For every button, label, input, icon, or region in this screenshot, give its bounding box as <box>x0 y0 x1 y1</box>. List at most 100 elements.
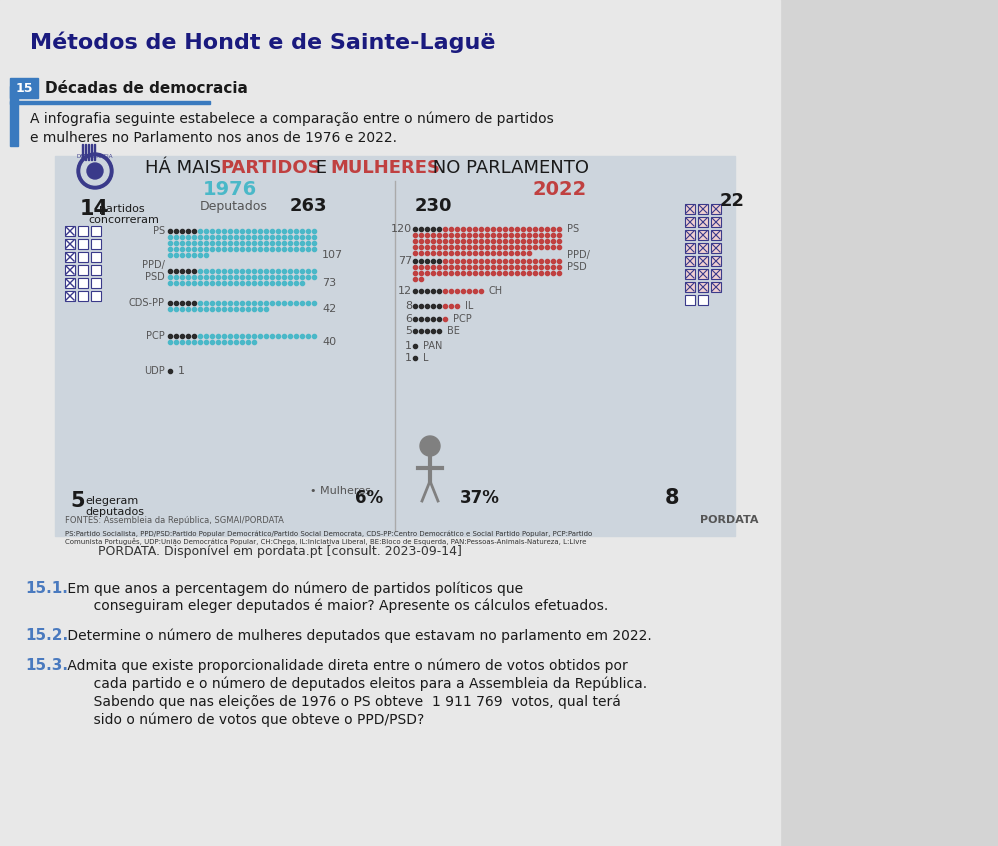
Text: A infografia seguinte estabelece a comparação entre o número de partidos
e mulhe: A infografia seguinte estabelece a compa… <box>30 111 554 145</box>
Bar <box>94 144 96 160</box>
Bar <box>65 226 75 236</box>
Text: 8: 8 <box>405 301 412 311</box>
Bar <box>685 256 695 266</box>
Text: 120: 120 <box>391 224 412 234</box>
Text: concorreram: concorreram <box>88 215 159 225</box>
Text: UDP: UDP <box>145 366 165 376</box>
Bar <box>698 256 708 266</box>
Bar <box>685 243 695 253</box>
Bar <box>91 265 101 275</box>
Text: PS: PS <box>153 226 165 236</box>
Text: 42: 42 <box>322 304 336 314</box>
Text: 73: 73 <box>322 278 336 288</box>
Text: CH: CH <box>489 286 503 296</box>
Bar <box>711 243 721 253</box>
Bar <box>685 204 695 214</box>
Circle shape <box>81 157 109 185</box>
Text: 15.1.: 15.1. <box>25 581 68 596</box>
Text: 77: 77 <box>398 256 412 266</box>
Bar <box>78 226 88 236</box>
Text: 15: 15 <box>15 81 33 95</box>
Text: Décadas de democracia: Décadas de democracia <box>45 80 248 96</box>
Text: 230: 230 <box>415 197 452 215</box>
Bar <box>82 144 84 160</box>
Bar <box>88 144 90 160</box>
Text: Admita que existe proporcionalidade direta entre o número de votos obtidos por: Admita que existe proporcionalidade dire… <box>63 658 628 673</box>
Text: 1976: 1976 <box>203 179 257 199</box>
Bar <box>65 265 75 275</box>
Text: Métodos de Hondt e de Sainte-Laguë: Métodos de Hondt e de Sainte-Laguë <box>30 31 495 52</box>
Text: 1: 1 <box>405 353 412 363</box>
Text: 12: 12 <box>398 286 412 296</box>
Text: PS:Partido Socialista, PPD/PSD:Partido Popular Democrático/Partido Social Democr: PS:Partido Socialista, PPD/PSD:Partido P… <box>65 530 592 546</box>
Text: PORDATA: PORDATA <box>700 515 758 525</box>
Bar <box>10 101 210 104</box>
Bar <box>91 278 101 288</box>
Text: L: L <box>423 353 428 363</box>
Text: PORDATA. Disponível em pordata.pt [consult. 2023-09-14]: PORDATA. Disponível em pordata.pt [consu… <box>98 545 462 558</box>
Bar <box>698 282 708 292</box>
Bar <box>78 278 88 288</box>
Circle shape <box>77 153 113 189</box>
Bar <box>91 226 101 236</box>
Bar <box>711 217 721 227</box>
Text: MULHERES: MULHERES <box>330 159 440 177</box>
Text: elegeram: elegeram <box>85 496 139 506</box>
Text: deputados: deputados <box>85 507 144 517</box>
Bar <box>698 295 708 305</box>
Bar <box>65 239 75 249</box>
Text: cada partido e o número de deputados eleitos para a Assembleia da República.: cada partido e o número de deputados ele… <box>63 676 647 690</box>
Bar <box>65 278 75 288</box>
Text: Deputados: Deputados <box>200 200 267 212</box>
Text: Em que anos a percentagem do número de partidos políticos que: Em que anos a percentagem do número de p… <box>63 581 523 596</box>
Text: NO PARLAMENTO: NO PARLAMENTO <box>427 159 589 177</box>
Bar <box>10 78 38 98</box>
Bar <box>91 144 93 160</box>
Bar <box>698 204 708 214</box>
Bar <box>85 144 87 160</box>
Bar <box>78 291 88 301</box>
Bar <box>685 282 695 292</box>
Text: partidos: partidos <box>99 204 145 214</box>
Bar <box>698 230 708 240</box>
Bar <box>685 230 695 240</box>
Bar <box>0 0 780 846</box>
Circle shape <box>420 436 440 456</box>
Bar <box>78 265 88 275</box>
Text: PAN: PAN <box>423 341 442 351</box>
Text: 15.3.: 15.3. <box>25 658 68 673</box>
Text: Determine o número de mulheres deputados que estavam no parlamento em 2022.: Determine o número de mulheres deputados… <box>63 628 652 642</box>
Text: 1: 1 <box>405 341 412 351</box>
Bar <box>10 86 18 146</box>
Bar <box>685 269 695 279</box>
Text: PS: PS <box>567 224 579 234</box>
Bar <box>711 204 721 214</box>
Text: 6: 6 <box>405 314 412 324</box>
Bar <box>685 295 695 305</box>
Bar <box>698 243 708 253</box>
Bar <box>711 230 721 240</box>
Text: Sabendo que nas eleições de 1976 o PS obteve  1 911 769  votos, qual terá: Sabendo que nas eleições de 1976 o PS ob… <box>63 694 621 708</box>
Text: 40: 40 <box>322 337 336 347</box>
Bar <box>698 217 708 227</box>
Text: BE: BE <box>447 326 460 336</box>
Bar <box>65 291 75 301</box>
Bar <box>78 252 88 262</box>
Text: 15.2.: 15.2. <box>25 628 68 643</box>
Text: 1: 1 <box>178 366 185 376</box>
Text: HÁ MAIS: HÁ MAIS <box>145 159 227 177</box>
Text: PCP: PCP <box>453 314 472 324</box>
Text: 8: 8 <box>665 488 680 508</box>
Text: conseguiram eleger deputados é maior? Apresente os cálculos efetuados.: conseguiram eleger deputados é maior? Ap… <box>63 598 608 613</box>
Text: FONTES: Assembleia da República, SGMAI/PORDATA: FONTES: Assembleia da República, SGMAI/P… <box>65 515 283 525</box>
Text: 5: 5 <box>70 491 85 511</box>
Bar <box>91 291 101 301</box>
Text: 6%: 6% <box>355 489 383 507</box>
Text: PCP: PCP <box>147 331 165 341</box>
Text: PPD/
PSD: PPD/ PSD <box>567 250 590 272</box>
Bar <box>685 217 695 227</box>
Text: sido o número de votos que obteve o PPD/PSD?: sido o número de votos que obteve o PPD/… <box>63 712 424 727</box>
Text: DEMOCRACIA: DEMOCRACIA <box>77 153 113 158</box>
Text: 2022: 2022 <box>533 179 587 199</box>
Text: 37%: 37% <box>460 489 500 507</box>
